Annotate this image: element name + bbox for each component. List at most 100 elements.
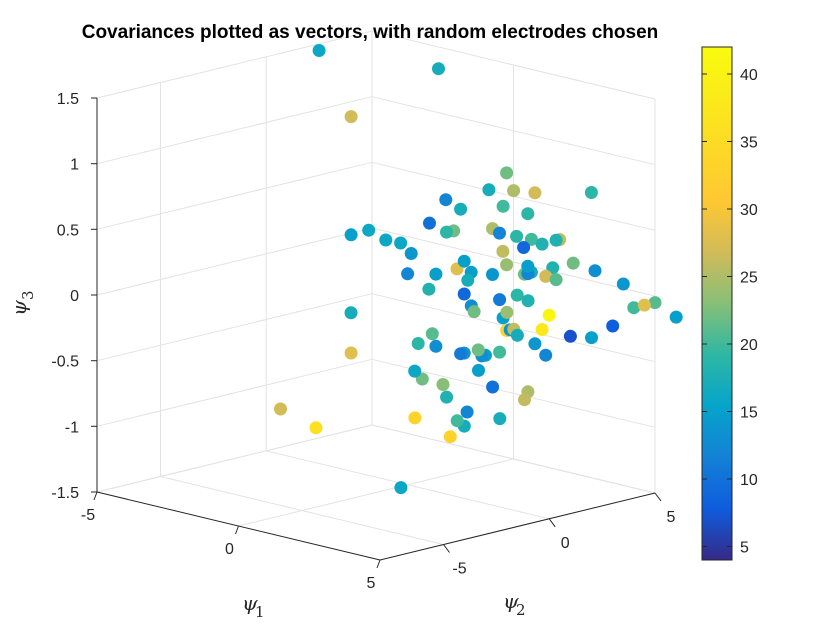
grid-line — [96, 358, 373, 427]
colorbar-tick-label: 10 — [740, 472, 758, 489]
data-point — [493, 345, 507, 359]
data-point — [423, 216, 436, 230]
psi2-tick-mark — [548, 518, 556, 528]
tick-labels: -5 0 5 -5 0 5 -1.5 -1 -0.5 0 0.5 1 1.5 — [51, 91, 675, 592]
data-point — [422, 282, 436, 296]
colorbar-tick-label: 35 — [740, 135, 758, 152]
grid-line — [96, 161, 373, 230]
data-point — [528, 186, 542, 200]
grid-line — [96, 227, 373, 296]
data-point — [500, 305, 514, 319]
data-point — [616, 277, 630, 291]
psi2-tick-mark — [443, 544, 450, 553]
data-point — [408, 364, 422, 378]
data-point — [496, 199, 510, 213]
data-point — [472, 363, 485, 377]
data-point — [471, 343, 485, 357]
psi3-tick-label: -0.5 — [51, 354, 79, 371]
data-point — [524, 232, 538, 246]
colorbar: 5 10 15 20 25 30 35 40 — [701, 46, 758, 561]
psi1-tick-mark — [376, 559, 381, 569]
data-point — [510, 288, 524, 302]
data-point — [521, 207, 535, 221]
psi1-axis-label-symbol: ψ — [242, 591, 258, 615]
colorbar-tick-label: 40 — [740, 67, 758, 84]
psi3-tick-label: -1 — [65, 419, 79, 436]
grid-line — [371, 424, 656, 494]
psi3-tick-label: 0.5 — [57, 222, 79, 239]
data-point — [542, 308, 556, 322]
psi3-tick-label: 1.5 — [57, 91, 79, 108]
data-points — [274, 44, 683, 495]
psi3-tick-label: 1 — [70, 157, 79, 174]
psi1-axis-label-subscript: 1 — [255, 603, 265, 621]
psi2-tick-label: 5 — [667, 509, 676, 526]
colorbar-tick-label: 5 — [740, 540, 749, 557]
data-point — [312, 44, 326, 57]
colorbar-tick-label: 15 — [740, 405, 758, 422]
grid-line — [96, 424, 373, 493]
psi3-tick-label: 0 — [70, 288, 79, 305]
data-point — [454, 347, 468, 361]
data-point — [510, 328, 524, 342]
psi1-axis-label: ψ 1 — [242, 591, 265, 621]
data-point — [436, 378, 450, 391]
data-point — [394, 236, 408, 250]
data-point — [588, 264, 602, 278]
colorbar-tick-label: 30 — [740, 202, 758, 219]
grid-line — [371, 30, 656, 100]
data-point — [549, 273, 563, 287]
colorbar-tick-label: 25 — [740, 270, 758, 287]
psi3-axis-label-subscript: 3 — [19, 290, 37, 300]
grid-line — [96, 30, 373, 99]
data-point — [539, 348, 553, 362]
data-point — [401, 267, 415, 281]
psi1-tick-label: 5 — [367, 575, 376, 592]
data-point — [486, 268, 499, 281]
grid-line — [371, 227, 656, 297]
colorbar-bar — [701, 46, 733, 561]
axes — [91, 97, 662, 569]
data-point — [493, 412, 507, 426]
data-point — [563, 329, 577, 343]
data-point — [440, 390, 454, 404]
psi3-tick-label: -1.5 — [51, 485, 79, 502]
data-point — [450, 414, 464, 428]
data-point — [584, 186, 598, 199]
data-point — [518, 393, 531, 407]
psi2-tick-label: -5 — [452, 561, 466, 578]
data-point — [493, 226, 506, 240]
data-point — [344, 228, 358, 242]
grid-line — [266, 450, 550, 520]
psi2-axis-label-symbol: ψ — [503, 589, 519, 613]
chart-title: Covariances plotted as vectors, with ran… — [82, 22, 659, 43]
psi2-axis-label-subscript: 2 — [516, 601, 526, 619]
data-point — [535, 237, 549, 251]
data-point — [344, 346, 358, 360]
data-point — [546, 261, 560, 275]
grid-line — [96, 293, 373, 362]
psi3-axis-label: ψ 3 — [7, 290, 37, 315]
data-point — [394, 481, 408, 495]
data-point — [566, 256, 580, 270]
data-point — [461, 273, 475, 287]
data-point — [539, 269, 553, 283]
psi1-tick-mark — [235, 525, 239, 535]
data-point — [443, 430, 457, 444]
psi2-axis-label: ψ 2 — [503, 589, 526, 619]
psi3-axis-label-symbol: ψ — [7, 300, 31, 316]
data-point — [411, 337, 425, 350]
data-point — [535, 323, 549, 336]
data-point — [344, 306, 358, 320]
data-point — [496, 244, 510, 258]
data-point — [606, 319, 620, 333]
data-point — [429, 267, 443, 281]
psi1-tick-mark — [93, 491, 98, 501]
grid-line — [238, 458, 514, 527]
data-point — [408, 411, 422, 425]
data-point — [457, 287, 471, 301]
data-point — [521, 259, 535, 273]
data-point — [500, 258, 514, 272]
grid-line — [160, 476, 444, 545]
psi1-tick-label: -5 — [81, 507, 95, 524]
